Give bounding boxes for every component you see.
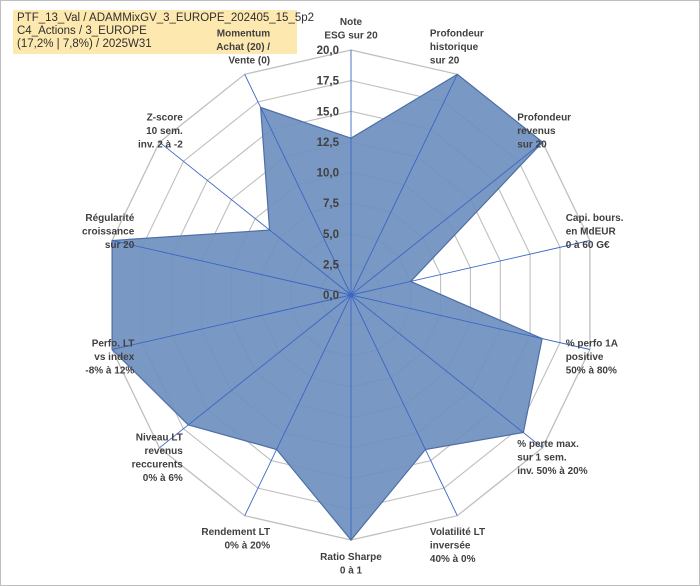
- axis-label: Volatilité LT inversée 40% à 0%: [430, 527, 485, 565]
- axis-spoke: [350, 294, 543, 449]
- axis-spoke: [244, 74, 352, 296]
- title-line-2: C4_Actions / 3_EUROPE: [17, 25, 147, 37]
- tick-label: 20,0: [317, 45, 339, 57]
- axis-spoke: [350, 294, 591, 350]
- axis-label: Capi. bours. en MdEUR 0 à 60 G€: [566, 213, 624, 251]
- axis-label: Note ESG sur 20: [324, 17, 378, 42]
- axis-spoke: [111, 240, 352, 296]
- axis-spoke: [350, 294, 458, 516]
- axis-label: % perfo 1A positive 50% à 80%: [566, 339, 618, 377]
- tick-label: 2,5: [323, 259, 340, 271]
- tick-label: 0,0: [323, 290, 339, 302]
- axis-label: % perte max. sur 1 sem. inv. 50% à 20%: [517, 439, 588, 477]
- axis-spoke: [244, 294, 352, 516]
- axis-label: Perfo. LT vs index -8% à 12%: [85, 339, 134, 377]
- axis-spoke: [111, 294, 352, 350]
- tick-label: 17,5: [317, 76, 340, 88]
- axis-label: Profondeur historique sur 20: [430, 28, 484, 66]
- axis-spoke: [350, 74, 458, 296]
- tick-label: 7,5: [323, 198, 340, 210]
- axis-label: Ratio Sharpe 0 à 1: [320, 552, 382, 577]
- title-line-3: (17,2% | 7,8%) / 2025W31: [17, 38, 152, 50]
- tick-label: 5,0: [323, 229, 339, 241]
- axis-label: Régularité croissance sur 20: [82, 213, 135, 251]
- axis-spoke: [159, 141, 352, 296]
- axis-spoke: [350, 240, 591, 296]
- axis-label: Momentum Achat (20) / Vente (0): [216, 28, 270, 66]
- axis-label: Z-score 10 sem. inv. 2 à -2: [138, 112, 183, 150]
- axis-spoke: [350, 141, 543, 296]
- tick-label: 15,0: [317, 106, 339, 118]
- tick-label: 10,0: [317, 168, 339, 180]
- chart-title-box: PTF_13_Val / ADAMMixGV_3_EUROPE_202405_1…: [13, 10, 315, 54]
- axis-label: Niveau LT revenus reccurents 0% à 6%: [132, 433, 184, 485]
- axis-spoke: [159, 294, 352, 449]
- tick-label: 12,5: [317, 137, 340, 149]
- axis-label: Rendement LT 0% à 20%: [201, 527, 270, 552]
- title-line-1: PTF_13_Val / ADAMMixGV_3_EUROPE_202405_1…: [17, 12, 315, 24]
- axis-label: Profondeur revenus sur 20: [517, 112, 571, 150]
